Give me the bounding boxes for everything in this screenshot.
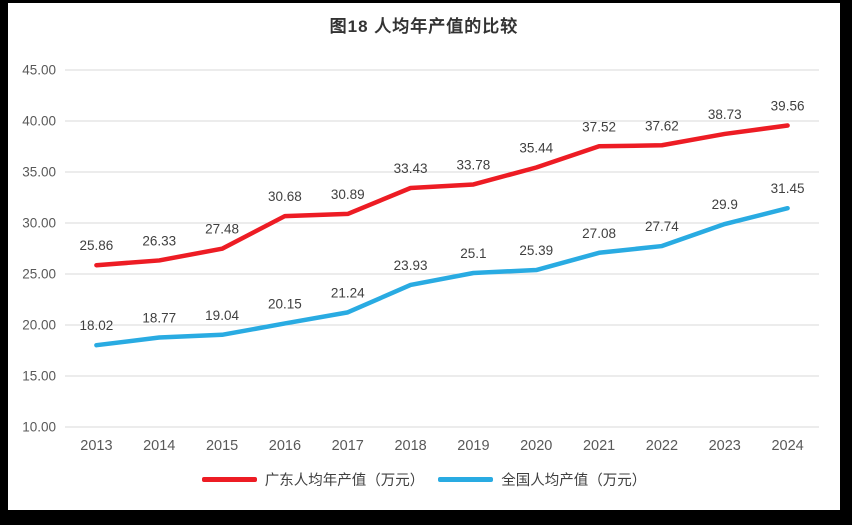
legend-swatch-guangdong-line: [201, 477, 257, 482]
x-axis-tick-label: 2014: [143, 438, 175, 454]
x-axis-tick-label: 2019: [457, 438, 489, 454]
legend-label-national: 全国人均产值（万元）: [501, 473, 647, 489]
data-point-label: 25.1: [460, 246, 486, 261]
x-axis-tick-label: 2023: [709, 438, 741, 454]
legend-item-national: 全国人均产值（万元）: [438, 469, 646, 490]
y-axis-tick-label: 45.00: [22, 63, 56, 78]
data-point-label: 18.77: [142, 311, 176, 326]
chart-title: 图18 人均年产值的比较: [329, 17, 519, 36]
data-point-label: 23.93: [394, 258, 428, 273]
data-point-label: 27.08: [582, 226, 616, 241]
data-point-label: 18.02: [80, 318, 114, 333]
series-line-0: [94, 123, 790, 268]
data-point-label: 29.9: [712, 197, 738, 212]
data-point-label: 30.68: [268, 189, 302, 204]
plot-canvas: 10.00 15.00 20.00 25.00 30.00 35.00 40.00 45.00…: [22, 63, 819, 454]
data-point-label: 39.56: [771, 98, 805, 113]
data-point-label: 20.15: [268, 296, 302, 311]
x-axis-tick-label: 2016: [269, 438, 301, 454]
data-point-label: 30.89: [331, 187, 365, 202]
x-axis-tick-label: 2021: [583, 438, 615, 454]
data-point-label: 38.73: [708, 107, 742, 122]
legend: 广东人均年产值（万元） 全国人均产值（万元）: [8, 469, 840, 490]
legend-label-guangdong: 广东人均年产值（万元）: [264, 473, 425, 489]
y-axis-tick-label: 15.00: [22, 369, 56, 384]
series-line-1: [94, 205, 790, 348]
data-point-label: 25.39: [519, 243, 553, 258]
x-axis-tick-label: 2015: [206, 438, 238, 454]
data-point-label: 37.52: [582, 119, 616, 134]
x-axis-tick-label: 2018: [394, 438, 426, 454]
data-point-label: 26.33: [142, 233, 176, 248]
data-point-label: 21.24: [331, 285, 365, 300]
x-axis-tick-label: 2017: [332, 438, 364, 454]
data-point-label: 19.04: [205, 308, 239, 323]
x-axis-tick-label: 2013: [80, 438, 112, 454]
data-point-label: 27.48: [205, 222, 239, 237]
data-point-label: 35.44: [519, 141, 553, 156]
x-axis-tick-label: 2020: [520, 438, 552, 454]
data-point-label: 33.78: [457, 157, 491, 172]
x-axis-tick-label: 2024: [771, 438, 803, 454]
data-point-label: 33.43: [394, 161, 428, 176]
y-axis-tick-label: 20.00: [22, 318, 56, 333]
x-axis-tick-label: 2022: [646, 438, 678, 454]
legend-item-guangdong: 广东人均年产值（万元）: [201, 469, 425, 490]
data-point-label: 25.86: [80, 238, 114, 253]
y-axis-tick-label: 40.00: [22, 114, 56, 129]
data-point-label: 27.74: [645, 219, 679, 234]
data-point-label: 37.62: [645, 118, 679, 133]
chart-area: 图18 人均年产值的比较 10.00 15.00 20.00 25.00 30.00 35…: [8, 3, 840, 510]
y-axis-tick-label: 10.00: [22, 420, 56, 435]
y-axis-tick-label: 30.00: [22, 216, 56, 231]
y-axis-tick-label: 25.00: [22, 267, 56, 282]
y-axis-tick-label: 35.00: [22, 165, 56, 180]
legend-swatch-national-line: [438, 477, 494, 482]
data-point-label: 31.45: [771, 181, 805, 196]
